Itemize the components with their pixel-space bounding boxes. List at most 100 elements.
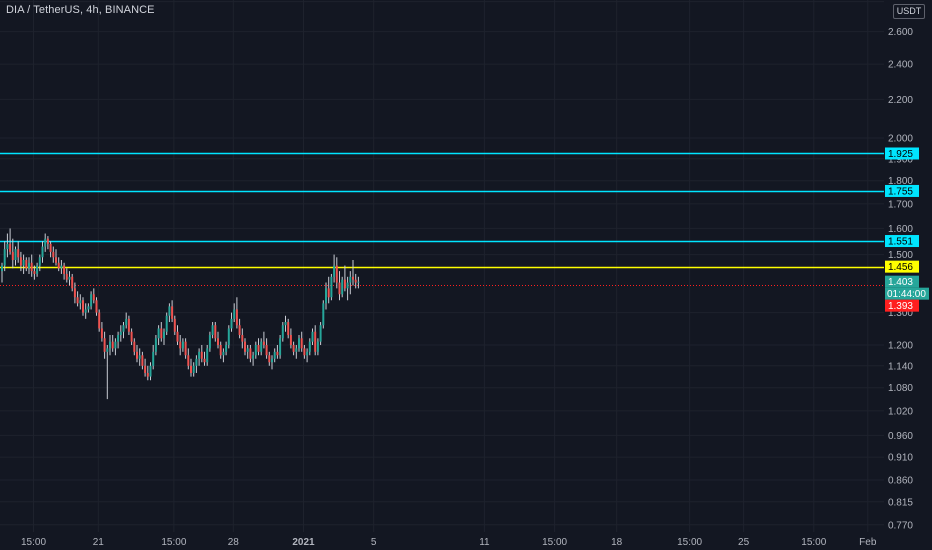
candle-body[interactable] (343, 279, 346, 289)
level-price-tag[interactable] (885, 235, 919, 248)
level-price-tag[interactable] (885, 184, 919, 197)
candle-body[interactable] (214, 325, 217, 339)
candle-body[interactable] (65, 273, 68, 280)
candle-body[interactable] (225, 345, 228, 352)
candle-body[interactable] (111, 341, 114, 349)
candle-body[interactable] (238, 325, 241, 335)
candle-body[interactable] (11, 251, 14, 261)
candle-body[interactable] (46, 238, 49, 244)
candle-body[interactable] (181, 341, 184, 349)
candle-body[interactable] (122, 325, 125, 332)
candle-body[interactable] (217, 338, 219, 345)
candle-body[interactable] (241, 334, 244, 342)
candle-body[interactable] (1, 265, 3, 272)
candle-body[interactable] (133, 341, 136, 352)
candle-body[interactable] (268, 355, 271, 363)
candle-body[interactable] (92, 294, 95, 301)
candle-body[interactable] (260, 341, 263, 352)
candle-body[interactable] (55, 257, 57, 263)
candle-body[interactable] (160, 328, 163, 339)
candle-body[interactable] (249, 348, 252, 359)
candle-body[interactable] (103, 338, 106, 352)
candle-body[interactable] (130, 331, 133, 342)
candle-body[interactable] (257, 345, 260, 352)
candle-body[interactable] (176, 331, 179, 342)
candle-body[interactable] (163, 331, 165, 339)
candle-body[interactable] (173, 318, 176, 332)
candle-body[interactable] (36, 265, 39, 274)
symbol-title[interactable]: DIA / TetherUS, 4h, BINANCE (6, 4, 155, 16)
candle-body[interactable] (22, 260, 25, 266)
candle-body[interactable] (17, 249, 20, 258)
candle-body[interactable] (338, 282, 341, 295)
candle-body[interactable] (308, 341, 311, 352)
candle-body[interactable] (190, 365, 192, 373)
candle-body[interactable] (357, 281, 360, 283)
candle-body[interactable] (79, 300, 82, 304)
currency-badge[interactable]: USDT (893, 4, 925, 19)
candle-body[interactable] (187, 355, 190, 366)
candle-body[interactable] (244, 341, 246, 352)
candle-body[interactable] (227, 328, 230, 345)
candle-body[interactable] (127, 318, 130, 332)
candle-body[interactable] (152, 351, 155, 366)
candle-body[interactable] (292, 345, 295, 352)
candle-body[interactable] (195, 358, 198, 366)
candle-body[interactable] (84, 309, 87, 313)
countdown-tag[interactable] (885, 287, 929, 300)
candle-body[interactable] (200, 351, 203, 359)
candle-body[interactable] (109, 341, 111, 349)
candle-body[interactable] (289, 334, 292, 345)
level-price-tag[interactable] (885, 260, 919, 273)
candle-body[interactable] (63, 265, 66, 274)
candle-body[interactable] (222, 351, 225, 356)
candle-body[interactable] (49, 243, 52, 252)
last-price-tag[interactable] (885, 275, 919, 288)
candle-body[interactable] (179, 341, 182, 349)
candle-body[interactable] (60, 265, 63, 269)
candle-body[interactable] (30, 262, 33, 272)
candle-body[interactable] (184, 341, 187, 356)
candle-body[interactable] (117, 334, 120, 342)
candle-body[interactable] (171, 306, 174, 319)
candle-body[interactable] (87, 306, 90, 310)
candle-body[interactable] (149, 365, 152, 377)
candle-body[interactable] (254, 345, 257, 356)
candle-body[interactable] (154, 338, 157, 352)
candle-body[interactable] (284, 322, 287, 326)
candle-body[interactable] (279, 338, 282, 356)
candle-body[interactable] (44, 238, 47, 247)
candle-body[interactable] (165, 315, 168, 332)
candle-body[interactable] (330, 276, 333, 298)
candle-body[interactable] (73, 288, 76, 298)
candle-body[interactable] (95, 300, 98, 313)
candle-body[interactable] (311, 331, 314, 342)
candle-body[interactable] (33, 271, 36, 274)
candle-body[interactable] (90, 294, 93, 307)
candle-body[interactable] (38, 257, 41, 266)
level-price-tag[interactable] (885, 147, 919, 160)
candle-body[interactable] (19, 257, 22, 266)
candle-body[interactable] (354, 279, 357, 283)
candle-body[interactable] (265, 345, 268, 356)
candle-body[interactable] (192, 365, 195, 373)
candle-body[interactable] (106, 348, 109, 352)
candle-body[interactable] (25, 260, 28, 269)
candle-body[interactable] (82, 300, 84, 313)
candle-body[interactable] (319, 325, 322, 342)
candle-body[interactable] (14, 249, 17, 261)
candle-body[interactable] (252, 355, 255, 359)
candle-body[interactable] (273, 351, 276, 359)
candle-body[interactable] (281, 325, 284, 339)
candle-body[interactable] (6, 243, 9, 250)
candle-body[interactable] (41, 246, 44, 258)
candle-body[interactable] (314, 331, 317, 352)
candle-body[interactable] (262, 341, 265, 345)
candle-body[interactable] (322, 303, 325, 326)
candle-body[interactable] (138, 355, 141, 359)
candle-body[interactable] (325, 288, 327, 304)
candle-body[interactable] (219, 345, 222, 356)
candle-body[interactable] (208, 334, 211, 349)
candle-body[interactable] (57, 262, 60, 269)
candle-body[interactable] (52, 251, 55, 258)
